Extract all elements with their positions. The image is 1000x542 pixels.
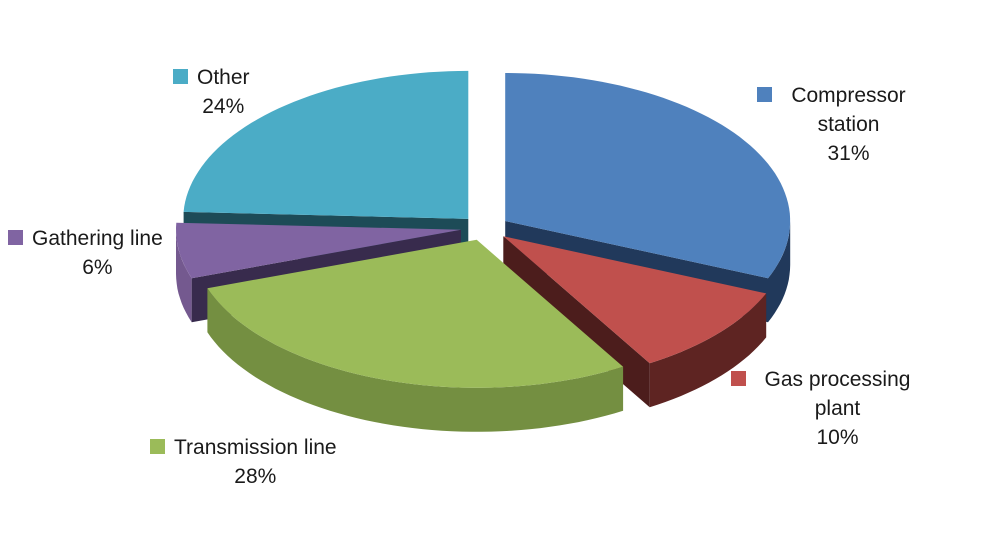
- slice-top-other: [183, 70, 469, 219]
- slice-label-gathering-line: Gathering line 6%: [8, 225, 163, 283]
- slice-name-other: Other: [197, 66, 250, 89]
- legend-marker-compressor-station: [757, 87, 772, 102]
- slice-label-compressor-station: Compressor station 31%: [757, 82, 916, 169]
- slice-name-gathering-line: Gathering line: [32, 227, 163, 250]
- slice-name-gas-processing-plant: Gas processing plant: [764, 368, 911, 420]
- slice-percent-other: 24%: [202, 94, 245, 118]
- slice-top-gathering-line: [176, 222, 461, 279]
- slice-outer-wall-gas-processing-plant: [649, 293, 767, 408]
- legend-marker-gathering-line: [8, 230, 23, 245]
- slice-outer-wall-compressor-station: [768, 221, 791, 323]
- slice-name-compressor-station: Compressor station: [791, 84, 906, 136]
- slice-label-other: Other 24%: [173, 64, 250, 122]
- slice-percent-gathering-line: 6%: [82, 255, 113, 279]
- slice-label-transmission-line: Transmission line 28%: [150, 434, 337, 492]
- slice-top-compressor-station: [505, 73, 791, 279]
- slice-name-transmission-line: Transmission line: [174, 436, 337, 459]
- legend-marker-transmission-line: [150, 439, 165, 454]
- legend-marker-gas-processing-plant: [731, 371, 746, 386]
- slice-percent-gas-processing-plant: 10%: [816, 425, 859, 449]
- slice-outer-wall-transmission-line: [207, 288, 624, 432]
- slice-top-transmission-line: [207, 239, 624, 388]
- slice-label-gas-processing-plant: Gas processing plant 10%: [731, 366, 920, 453]
- slice-percent-transmission-line: 28%: [234, 464, 277, 488]
- slice-percent-compressor-station: 31%: [827, 141, 870, 165]
- slice-outer-wall-gathering-line: [176, 229, 192, 323]
- legend-marker-other: [173, 69, 188, 84]
- slice-top-gas-processing-plant: [503, 236, 767, 364]
